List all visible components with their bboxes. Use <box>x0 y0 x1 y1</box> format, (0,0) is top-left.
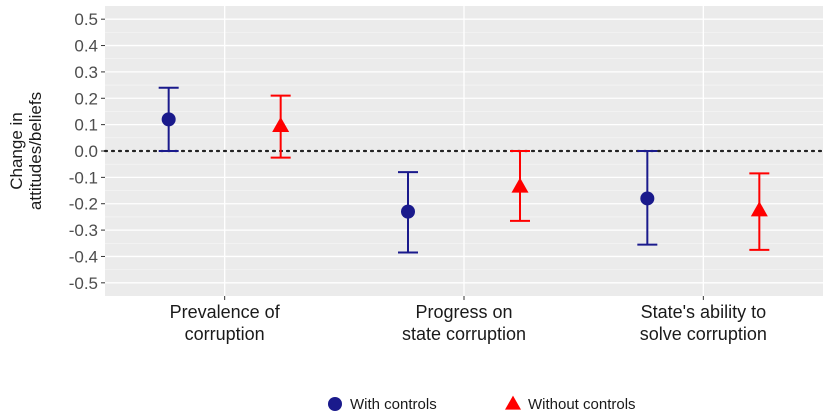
point-estimate-triangle <box>750 201 768 217</box>
legend-label: With controls <box>350 396 437 413</box>
y-axis-ticks: 0.5 0.4 0.3 0.2 0.1 0.0 -0.1 -0.2 -0.3 -0.4 -0.5 <box>69 10 105 293</box>
y-tick-label: 0.3 <box>74 63 98 82</box>
data-marks <box>158 86 770 254</box>
y-tick-label: -0.4 <box>69 247 98 266</box>
y-tick-label: -0.3 <box>69 221 98 240</box>
series-without-controls <box>270 94 770 251</box>
y-tick-label: 0.5 <box>74 10 98 29</box>
y-tick-label: -0.2 <box>69 195 98 214</box>
y-axis-label: Change inattitudes/beliefs <box>7 92 45 210</box>
point-estimate-triangle <box>511 177 529 193</box>
x-category-label-ability: State's ability to solve corruption <box>640 302 767 344</box>
y-tick-label: 0.4 <box>74 37 98 56</box>
x-category-label-progress: Progress on state corruption <box>402 302 526 344</box>
legend-item-with-controls: With controls <box>328 396 437 413</box>
y-axis-title: Change inattitudes/beliefs <box>7 92 45 210</box>
y-tick-label: 0.0 <box>74 142 98 161</box>
legend: With controls Without controls <box>328 395 636 413</box>
x-category-label-prevalence: Prevalence of corruption <box>170 302 281 344</box>
point-estimate-triangle <box>272 116 290 132</box>
point-estimate-circle <box>640 191 655 206</box>
x-axis-categories: Prevalence of corruption Progress on state … <box>170 296 767 344</box>
legend-triangle-icon <box>505 395 521 410</box>
y-tick-label: -0.5 <box>69 274 98 293</box>
y-tick-label: -0.1 <box>69 168 98 187</box>
y-tick-label: 0.1 <box>74 116 98 135</box>
legend-item-without-controls: Without controls <box>505 395 636 413</box>
series-with-controls <box>158 86 658 254</box>
point-estimate-circle <box>161 112 176 127</box>
y-tick-label: 0.2 <box>74 89 98 108</box>
legend-label: Without controls <box>528 396 636 413</box>
point-estimate-circle <box>401 204 415 219</box>
legend-circle-icon <box>328 397 342 411</box>
